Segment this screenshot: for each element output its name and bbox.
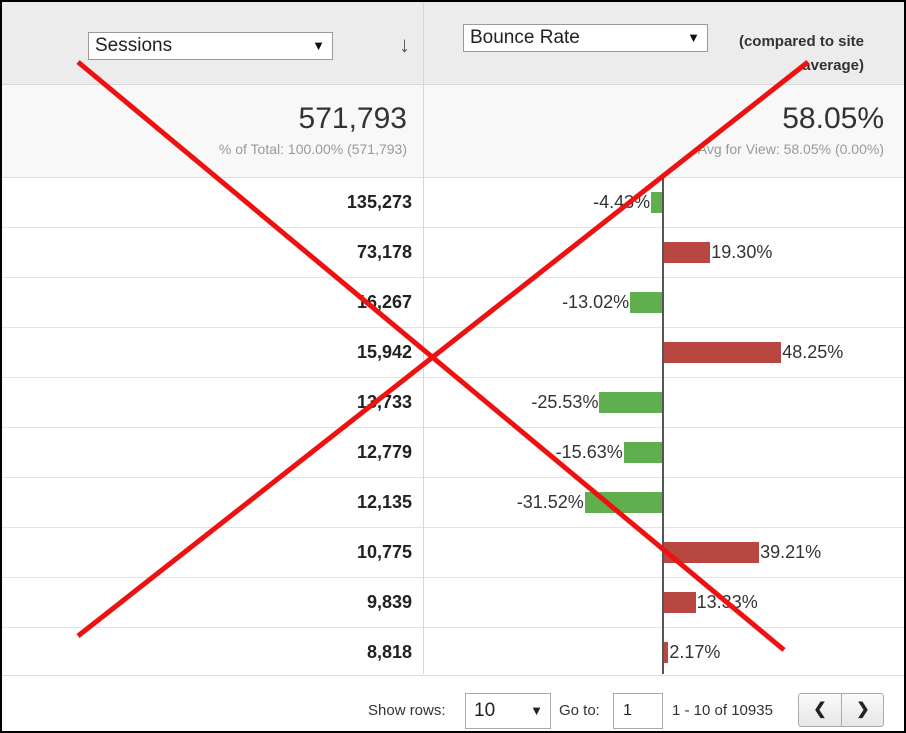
summary-row [2,85,904,178]
comparison-note: (compared to site average) [602,30,864,78]
sessions-value: 135,273 [346,192,412,212]
chevron-left-icon[interactable]: ❮ [799,694,842,726]
dropdown-arrow-icon: ▼ [312,38,325,53]
bounce-delta-label: -15.63% [555,442,623,462]
bounce-delta-label: 2.17% [669,642,721,662]
sessions-value: 8,818 [366,642,412,662]
bounce-delta-bar [663,542,760,563]
goto-label: Go to: [559,702,600,719]
sessions-metric-select[interactable]: Sessions ▼ [88,32,333,60]
bounce-delta-bar [651,192,662,213]
goto-input[interactable]: 1 [613,693,663,729]
arrow-down-icon[interactable]: ↓ [399,32,410,57]
table-row[interactable]: 13,733 -25.53% [2,378,904,428]
bounce-delta-label: -4.43% [593,192,651,212]
sessions-value: 12,135 [356,492,412,512]
bounce-delta-bar [663,342,782,363]
bounce-delta-bar [663,242,711,263]
sessions-value: 10,775 [356,542,412,562]
table-row[interactable]: 12,135 -31.52% [2,478,904,528]
table-row[interactable]: 12,779 -15.63% [2,428,904,478]
sessions-percent-of-total: % of Total: 100.00% (571,793) [218,141,407,157]
dropdown-arrow-icon: ▼ [687,30,700,45]
table-row[interactable]: 73,178 19.30% [2,228,904,278]
table-row[interactable]: 135,273 -4.43% [2,178,904,228]
sessions-value: 9,839 [366,592,412,612]
sessions-select-label: Sessions [95,35,173,56]
comparison-axis [662,178,664,674]
bounce-delta-bar [663,642,669,663]
pagination-controls: ❮ ❯ [798,693,884,727]
bounce-delta-bar [663,592,696,613]
bounce-delta-bar [584,492,662,513]
show-rows-select[interactable]: 10 ▼ [465,693,551,729]
column-divider [423,2,424,674]
sessions-value: 16,267 [356,292,412,312]
bounce-rate-metric-select[interactable]: Bounce Rate ▼ [463,24,708,52]
bounce-delta-label: 48.25% [782,342,844,362]
bounce-delta-label: 19.30% [711,242,773,262]
pagination-range: 1 - 10 of 10935 [672,702,773,719]
bounce-rate-total: 58.05% [782,102,884,135]
table-row[interactable]: 16,267 -13.02% [2,278,904,328]
bounce-delta-label: 39.21% [760,542,822,562]
show-rows-label: Show rows: [368,702,446,719]
table-header: Sessions ▼ ↓ Bounce Rate ▼ (compared to … [2,2,904,85]
bounce-rate-average: Avg for View: 58.05% (0.00%) [697,141,884,157]
chevron-right-icon[interactable]: ❯ [856,701,870,718]
bounce-delta-bar [623,442,662,463]
table-row[interactable]: 15,942 48.25% [2,328,904,378]
comparison-note-line1: (compared to site [738,33,864,50]
sessions-value: 12,779 [356,442,412,462]
comparison-note-line2: average) [802,57,864,74]
bounce-select-label: Bounce Rate [470,27,580,48]
sessions-total: 571,793 [298,102,407,135]
sessions-value: 15,942 [356,342,412,362]
dropdown-arrow-icon: ▼ [530,703,543,718]
bounce-delta-label: -13.02% [562,292,630,312]
table-footer: Show rows: 10 ▼ Go to: 1 1 - 10 of 10935… [2,675,904,731]
bounce-delta-bar [599,392,662,413]
rows-select-value: 10 [474,700,496,721]
bounce-delta-label: -25.53% [531,392,599,412]
sessions-value: 13,733 [356,392,412,412]
bounce-delta-bar [630,292,662,313]
table-row[interactable]: 10,775 39.21% [2,528,904,578]
bounce-delta-label: -31.52% [516,492,584,512]
bounce-delta-label: 13.33% [696,592,758,612]
sessions-value: 73,178 [356,242,412,262]
table-row[interactable]: 8,818 2.17% [2,628,904,678]
table-row[interactable]: 9,839 13.33% [2,578,904,628]
